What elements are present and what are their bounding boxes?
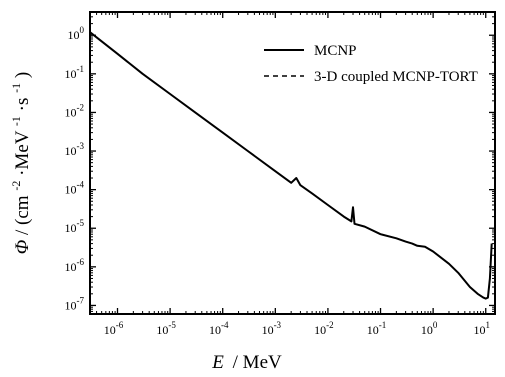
y-tick-label: 10-6 (65, 257, 85, 274)
x-tick-label: 10-2 (314, 320, 334, 337)
x-axis-title: E / MeV (211, 352, 282, 373)
series-layer (89, 31, 493, 300)
x-tick-label: 100 (421, 320, 438, 337)
y-tick-label: 100 (68, 25, 85, 42)
series-line-mcnp-tort (89, 31, 493, 300)
major-ticks (90, 12, 495, 314)
plot-frame (89, 11, 496, 315)
y-tick-labels: 100 10-1 10-2 10-3 10-4 10-5 10-6 10-7 (65, 25, 85, 312)
y-tick-label: 10-3 (65, 141, 85, 158)
legend-label-mcnp: MCNP (314, 43, 357, 59)
x-tick-label: 10-4 (209, 320, 229, 337)
x-tick-label: 10-3 (262, 320, 282, 337)
y-tick-label: 10-7 (65, 295, 85, 312)
x-tick-label: 10-5 (156, 320, 176, 337)
y-tick-label: 10-4 (65, 180, 85, 197)
y-tick-label: 10-1 (65, 64, 85, 81)
x-tick-label: 101 (473, 320, 490, 337)
legend-label-mcnp-tort: 3-D coupled MCNP-TORT (314, 69, 478, 85)
y-tick-label: 10-2 (65, 102, 85, 119)
minor-ticks (89, 11, 495, 315)
y-axis-title: Φ / (cm -2 ·MeV -1 ·s -1 ) (4, 72, 33, 254)
x-tick-label: 10-1 (367, 320, 387, 337)
x-tick-labels: 10-6 10-5 10-4 10-3 10-2 10-1 100 101 (104, 320, 490, 337)
legend: MCNP 3-D coupled MCNP-TORT (264, 43, 478, 85)
x-tick-label: 10-6 (104, 320, 124, 337)
y-tick-label: 10-5 (65, 218, 85, 235)
